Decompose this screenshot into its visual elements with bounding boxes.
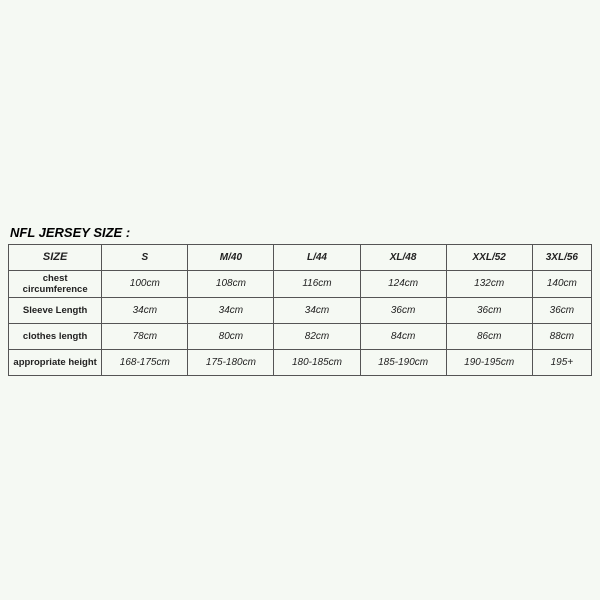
cell: 124cm bbox=[360, 270, 446, 297]
cell: 116cm bbox=[274, 270, 360, 297]
header-size: SIZE bbox=[9, 244, 102, 270]
cell: 80cm bbox=[188, 323, 274, 349]
cell: 36cm bbox=[532, 297, 591, 323]
table-header-row: SIZE S M/40 L/44 XL/48 XXL/52 3XL/56 bbox=[9, 244, 592, 270]
table-row: clothes length 78cm 80cm 82cm 84cm 86cm … bbox=[9, 323, 592, 349]
cell: 180-185cm bbox=[274, 349, 360, 375]
cell: 36cm bbox=[360, 297, 446, 323]
table-row: appropriate height 168-175cm 175-180cm 1… bbox=[9, 349, 592, 375]
cell: 82cm bbox=[274, 323, 360, 349]
cell: 88cm bbox=[532, 323, 591, 349]
header-col: XL/48 bbox=[360, 244, 446, 270]
row-label: Sleeve Length bbox=[9, 297, 102, 323]
cell: 168-175cm bbox=[102, 349, 188, 375]
header-col: XXL/52 bbox=[446, 244, 532, 270]
cell: 36cm bbox=[446, 297, 532, 323]
cell: 100cm bbox=[102, 270, 188, 297]
header-col: 3XL/56 bbox=[532, 244, 591, 270]
row-label: chest circumference bbox=[9, 270, 102, 297]
cell: 78cm bbox=[102, 323, 188, 349]
cell: 132cm bbox=[446, 270, 532, 297]
cell: 108cm bbox=[188, 270, 274, 297]
cell: 175-180cm bbox=[188, 349, 274, 375]
table-row: chest circumference 100cm 108cm 116cm 12… bbox=[9, 270, 592, 297]
cell: 34cm bbox=[188, 297, 274, 323]
cell: 195+ bbox=[532, 349, 591, 375]
size-chart-title: NFL JERSEY SIZE : bbox=[8, 225, 592, 240]
row-label: appropriate height bbox=[9, 349, 102, 375]
cell: 86cm bbox=[446, 323, 532, 349]
cell: 185-190cm bbox=[360, 349, 446, 375]
header-col: L/44 bbox=[274, 244, 360, 270]
cell: 190-195cm bbox=[446, 349, 532, 375]
row-label: clothes length bbox=[9, 323, 102, 349]
table-row: Sleeve Length 34cm 34cm 34cm 36cm 36cm 3… bbox=[9, 297, 592, 323]
size-chart-table: SIZE S M/40 L/44 XL/48 XXL/52 3XL/56 che… bbox=[8, 244, 592, 376]
cell: 34cm bbox=[274, 297, 360, 323]
header-col: S bbox=[102, 244, 188, 270]
cell: 140cm bbox=[532, 270, 591, 297]
cell: 34cm bbox=[102, 297, 188, 323]
cell: 84cm bbox=[360, 323, 446, 349]
header-col: M/40 bbox=[188, 244, 274, 270]
